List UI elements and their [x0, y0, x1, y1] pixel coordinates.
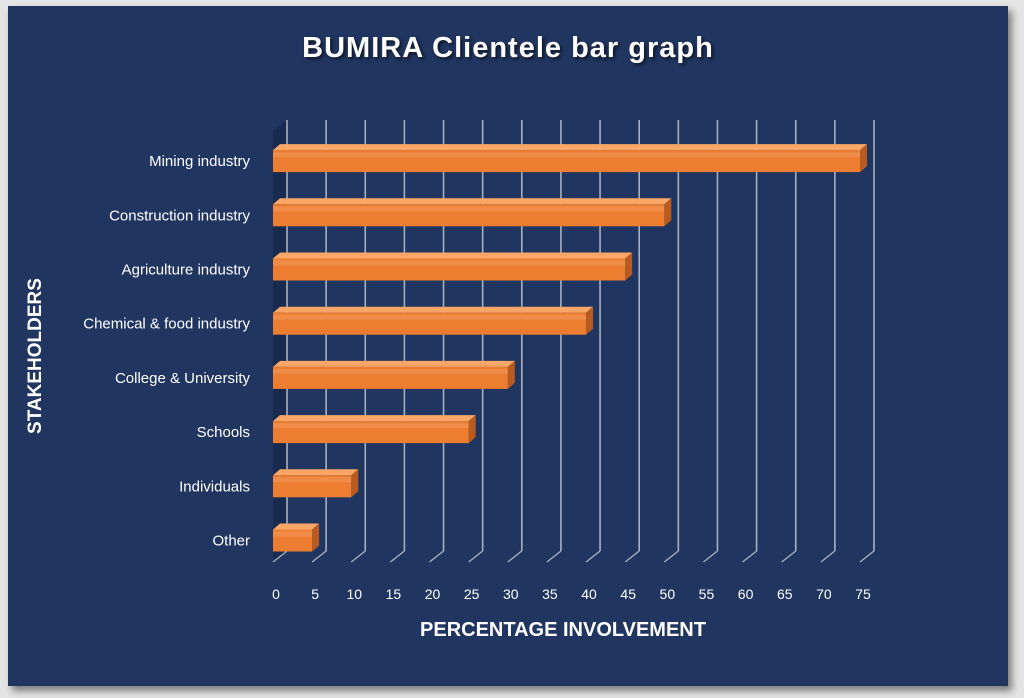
- bar-highlight: [273, 368, 508, 374]
- x-tick-label: 0: [272, 586, 280, 602]
- left-wall: [273, 120, 287, 562]
- bar-highlight: [273, 423, 469, 429]
- bar-highlight: [273, 152, 860, 158]
- bar-top-face: [273, 144, 867, 151]
- gridline-foot: [703, 550, 718, 563]
- x-tick-label: 50: [660, 586, 676, 602]
- x-tick-label: 40: [581, 586, 597, 602]
- bar-plot: 0 5 10 15 20 25 30 35 40 45 50 55 60 65 70 75 Mining ind…: [83, 120, 875, 602]
- bar: [273, 258, 626, 281]
- category-label: Chemical & food industry: [83, 316, 250, 333]
- x-tick-label: 60: [738, 586, 754, 602]
- bar-highlight: [273, 477, 352, 483]
- category-label: Construction industry: [109, 207, 250, 224]
- chart-title: BUMIRA Clientele bar graph: [302, 32, 714, 64]
- category-label: Schools: [197, 424, 250, 441]
- x-tick-label: 35: [542, 586, 558, 602]
- gridline-foot: [820, 550, 836, 563]
- bar: [273, 150, 860, 173]
- x-tick-label: 10: [346, 586, 362, 602]
- category-label: College & University: [115, 370, 251, 387]
- bar-end-face: [625, 252, 633, 281]
- bar-top-face: [273, 360, 515, 367]
- x-tick-label: 25: [464, 586, 480, 602]
- gridline-foot: [859, 550, 875, 563]
- bar-highlight: [273, 260, 626, 266]
- x-tick-label: 55: [699, 586, 715, 602]
- category-label: Other: [212, 533, 250, 550]
- gridline-foot: [781, 550, 797, 563]
- x-tick-label: 45: [620, 586, 636, 602]
- x-tick-label: 20: [425, 586, 441, 602]
- bar-top-face: [273, 306, 594, 313]
- bar-highlight: [273, 531, 313, 537]
- bar: [273, 204, 665, 227]
- bar-end-face: [351, 469, 359, 498]
- bar-top-face: [273, 523, 320, 530]
- gridline-foot: [663, 550, 679, 563]
- gridline-foot: [585, 550, 601, 563]
- bar: [273, 529, 313, 552]
- gridline-foot: [546, 550, 562, 563]
- x-tick-label: 15: [386, 586, 402, 602]
- gridline-foot: [350, 550, 366, 563]
- gridline-foot: [468, 550, 484, 563]
- gridline-foot: [272, 550, 288, 563]
- x-tick-label: 65: [777, 586, 793, 602]
- x-tick-label: 30: [503, 586, 519, 602]
- bar-top-face: [273, 469, 359, 476]
- bar: [273, 312, 587, 335]
- x-tick-label: 5: [311, 586, 319, 602]
- bar-end-face: [664, 198, 672, 227]
- gridline-foot: [429, 550, 444, 563]
- x-tick-label: 70: [816, 586, 832, 602]
- gridline-foot: [389, 550, 405, 563]
- bar-highlight: [273, 314, 587, 320]
- bar-end-face: [507, 360, 515, 389]
- gridline-foot: [624, 550, 640, 563]
- bar: [273, 366, 508, 389]
- bar: [273, 421, 469, 444]
- gridline-foot: [742, 550, 758, 563]
- chart-frame: BUMIRA Clientele bar graph STAKEHOLDERS …: [8, 6, 1008, 686]
- category-label: Mining industry: [149, 153, 250, 170]
- bar-highlight: [273, 206, 665, 212]
- x-tick-label: 75: [855, 586, 871, 602]
- gridline-foot: [507, 550, 523, 563]
- bar-top-face: [273, 198, 672, 205]
- category-label: Agriculture industry: [122, 262, 251, 279]
- bar-end-face: [468, 415, 476, 444]
- x-axis-title: PERCENTAGE INVOLVEMENT: [420, 619, 706, 641]
- bar-top-face: [273, 415, 476, 422]
- bar: [273, 475, 352, 498]
- gridline-foot: [311, 550, 327, 563]
- bar-end-face: [860, 144, 867, 173]
- bar-top-face: [273, 252, 633, 259]
- category-label: Individuals: [179, 478, 250, 495]
- bar-end-face: [312, 523, 320, 552]
- bar-end-face: [586, 306, 594, 335]
